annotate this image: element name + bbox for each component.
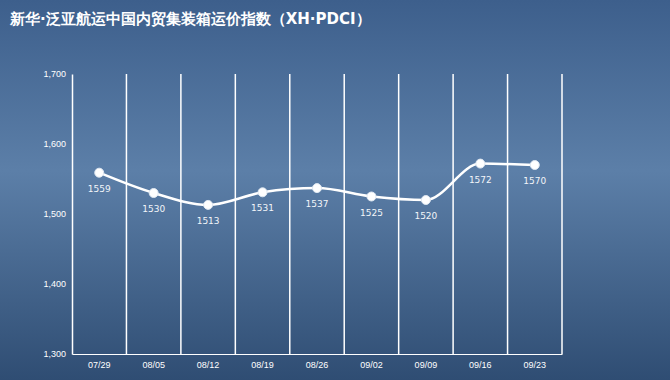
- marker: [258, 188, 267, 197]
- y-tick-label: 1,400: [43, 279, 66, 289]
- x-tick: 08/12: [197, 354, 220, 370]
- y-tick: 1,500: [43, 209, 72, 219]
- x-axis-line: [73, 354, 563, 355]
- x-tick-label: 08/19: [251, 360, 274, 370]
- grid-line: [343, 74, 345, 354]
- marker: [476, 159, 485, 168]
- plot-area: [95, 159, 540, 209]
- x-tick: 09/02: [360, 354, 383, 370]
- grid-line: [235, 74, 237, 354]
- x-tick-label: 08/12: [197, 360, 220, 370]
- data-label: 1572: [469, 175, 492, 185]
- y-axis-line: [72, 75, 74, 355]
- chart: 新华·泛亚航运中国内贸集装箱运价指数（XH·PDCI） 1,300 1,400 1,5…: [0, 0, 670, 380]
- x-tick-label: 08/26: [306, 360, 329, 370]
- data-label: 1513: [197, 216, 220, 226]
- y-tick: 1,400: [43, 279, 72, 289]
- data-label: 1570: [523, 176, 546, 186]
- x-tick-label: 08/05: [142, 360, 165, 370]
- x-tick: 08/05: [142, 354, 165, 370]
- data-labels: 1559 1530 1513 1531 1537 1525 1520 1572 1570: [88, 175, 547, 226]
- y-tick-label: 1,300: [43, 349, 66, 359]
- x-tick-label: 09/23: [524, 360, 547, 370]
- marker: [421, 196, 430, 205]
- x-axis: 07/29 08/05 08/12 08/19 08/26 09/02 09/09 09/16…: [73, 354, 563, 370]
- y-tick: 1,300: [43, 349, 72, 359]
- marker: [149, 189, 158, 198]
- x-tick-label: 09/09: [415, 360, 438, 370]
- grid-line: [180, 74, 182, 354]
- data-label: 1537: [306, 199, 329, 209]
- x-tick: 08/26: [306, 354, 329, 370]
- marker: [95, 168, 104, 177]
- grid-line: [507, 74, 509, 354]
- grid-line: [561, 74, 563, 354]
- grid-line: [289, 74, 291, 354]
- y-axis: 1,300 1,400 1,500 1,600 1,700: [43, 69, 72, 359]
- grid: [126, 74, 562, 354]
- grid-line: [126, 74, 128, 354]
- x-tick-label: 07/29: [88, 360, 111, 370]
- background: [0, 0, 670, 380]
- y-tick-label: 1,600: [43, 139, 66, 149]
- x-tick: 09/23: [524, 354, 547, 370]
- x-tick: 08/19: [251, 354, 274, 370]
- x-tick-label: 09/16: [469, 360, 492, 370]
- marker: [204, 200, 213, 209]
- x-tick: 09/16: [469, 354, 492, 370]
- data-label: 1525: [360, 208, 383, 218]
- y-tick: 1,700: [43, 69, 72, 79]
- marker: [313, 184, 322, 193]
- data-label: 1559: [88, 184, 111, 194]
- marker: [530, 161, 539, 170]
- y-tick-label: 1,700: [43, 69, 66, 79]
- y-tick-label: 1,500: [43, 209, 66, 219]
- x-tick: 09/09: [415, 354, 438, 370]
- y-tick: 1,600: [43, 139, 72, 149]
- data-label: 1520: [414, 211, 437, 221]
- grid-line: [452, 74, 454, 354]
- x-tick: 07/29: [88, 354, 111, 370]
- x-tick-label: 09/02: [360, 360, 383, 370]
- data-label: 1530: [142, 204, 165, 214]
- grid-line: [398, 74, 400, 354]
- marker: [367, 192, 376, 201]
- data-label: 1531: [251, 203, 274, 213]
- title: 新华·泛亚航运中国内贸集装箱运价指数（XH·PDCI）: [9, 10, 371, 28]
